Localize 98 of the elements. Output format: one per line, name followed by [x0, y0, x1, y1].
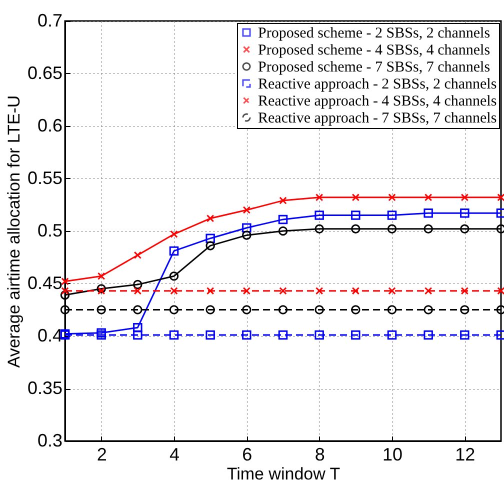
legend-label: Reactive approach - 4 SBSs, 4 channels — [258, 94, 497, 110]
y-tick-label: 0.6 — [37, 116, 62, 136]
point — [133, 330, 142, 340]
point — [387, 330, 397, 340]
point — [314, 305, 324, 314]
y-tick-label: 0.7 — [37, 10, 62, 30]
point — [97, 272, 106, 280]
point — [351, 305, 360, 314]
point — [170, 230, 178, 238]
point — [424, 224, 433, 234]
point — [278, 226, 288, 236]
legend-label: Proposed scheme - 4 SBSs, 4 channels — [258, 42, 490, 58]
legend-label: Reactive approach - 2 SBSs, 2 channels — [258, 76, 497, 92]
point — [97, 287, 106, 295]
point — [242, 330, 252, 340]
point — [314, 330, 324, 340]
point — [206, 241, 215, 250]
legend-label: Proposed scheme - 2 SBSs, 2 channels — [258, 26, 490, 42]
legend-label: Proposed scheme - 7 SBSs, 7 channels — [258, 60, 490, 76]
point — [496, 305, 504, 314]
point — [314, 210, 324, 220]
point — [206, 234, 215, 243]
point — [351, 330, 360, 340]
point — [424, 208, 433, 218]
point — [424, 330, 433, 340]
point — [314, 224, 324, 234]
point — [460, 287, 469, 295]
point — [460, 194, 469, 202]
point — [60, 305, 70, 314]
point — [278, 214, 288, 224]
point — [387, 224, 397, 234]
point — [352, 194, 360, 202]
y-tick-label: 0.4 — [37, 326, 62, 346]
point — [497, 194, 504, 202]
y-tick-label: 0.55 — [27, 168, 62, 188]
point — [424, 287, 432, 295]
point — [460, 330, 470, 340]
point — [60, 290, 70, 300]
point — [388, 194, 396, 202]
point — [279, 287, 287, 295]
y-tick-label: 0.65 — [27, 63, 62, 83]
point — [424, 194, 432, 202]
point — [352, 287, 360, 295]
point — [242, 206, 251, 214]
point — [206, 305, 215, 314]
point — [242, 305, 252, 314]
point — [134, 251, 142, 259]
point — [460, 305, 470, 314]
x-tick-label: 10 — [382, 444, 403, 464]
point — [96, 284, 106, 294]
point — [242, 223, 252, 232]
legend-label: Reactive approach - 7 SBSs, 7 channels — [258, 110, 497, 126]
point — [96, 330, 106, 340]
y-axis-title: Average airtime allocation for LTE-U — [4, 95, 24, 368]
x-tick-label: 12 — [455, 444, 476, 464]
point — [242, 230, 252, 240]
point — [206, 214, 214, 222]
point — [278, 305, 288, 314]
point — [206, 330, 215, 340]
point — [242, 287, 251, 295]
y-tick-label: 0.35 — [27, 378, 62, 398]
x-tick-label: 8 — [314, 444, 325, 464]
point — [61, 287, 69, 295]
point — [133, 305, 142, 314]
y-tick-label: 0.45 — [27, 273, 62, 293]
point — [351, 210, 360, 220]
x-axis-title: Time window T — [226, 464, 340, 484]
point — [96, 328, 106, 338]
point — [424, 305, 433, 314]
point — [496, 208, 504, 218]
point — [387, 210, 397, 220]
x-tick-label: 6 — [242, 444, 252, 464]
point — [460, 224, 470, 234]
point — [169, 272, 179, 281]
x-tick-label: 4 — [169, 444, 180, 464]
point — [206, 287, 214, 295]
point — [134, 287, 142, 295]
point — [133, 280, 142, 290]
point — [315, 194, 324, 202]
point — [169, 330, 179, 340]
point — [460, 208, 470, 218]
point — [278, 330, 288, 340]
x-tick-label: 2 — [96, 444, 107, 464]
point — [96, 305, 106, 314]
point — [315, 287, 324, 295]
point — [351, 224, 360, 234]
point — [133, 322, 142, 332]
point — [169, 246, 179, 256]
point — [170, 287, 178, 295]
point — [387, 305, 397, 314]
y-tick-label: 0.5 — [37, 220, 62, 240]
y-tick-label: 0.3 — [37, 430, 62, 450]
point — [496, 224, 504, 234]
point — [169, 305, 179, 314]
point — [496, 330, 504, 340]
point — [388, 287, 396, 295]
point — [279, 196, 287, 204]
point — [497, 287, 504, 295]
